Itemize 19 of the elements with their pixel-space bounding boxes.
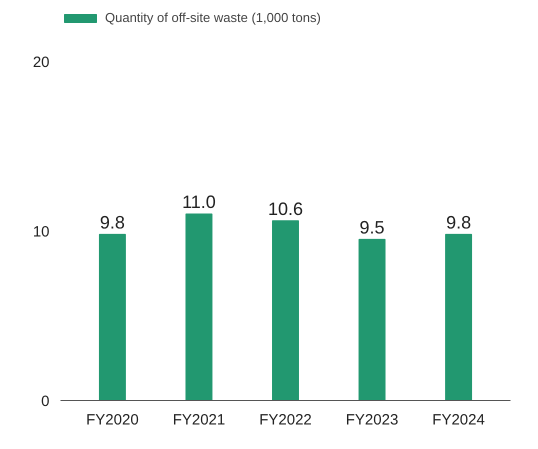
x-tick-label: FY2024 [432,412,485,428]
x-tick-label: FY2022 [259,412,312,428]
y-tick-label: 10 [32,223,50,240]
bar [98,234,126,400]
bar [185,213,212,400]
bar [272,220,299,400]
x-tick-label: FY2021 [172,412,226,428]
y-tick-label: 0 [41,393,50,410]
x-tick-label: FY2023 [346,412,398,428]
data-label: 10.6 [268,198,304,219]
legend-label: Quantity of off-site waste (1,000 tons) [105,10,321,25]
data-label: 9.8 [446,212,472,232]
bar [358,238,386,400]
data-label: 9.8 [100,212,125,232]
x-tick-label: FY2020 [86,412,139,428]
bar [445,234,472,400]
y-tick-label: 20 [32,54,50,71]
data-label: 11.0 [182,192,216,212]
data-label: 9.5 [360,217,385,238]
